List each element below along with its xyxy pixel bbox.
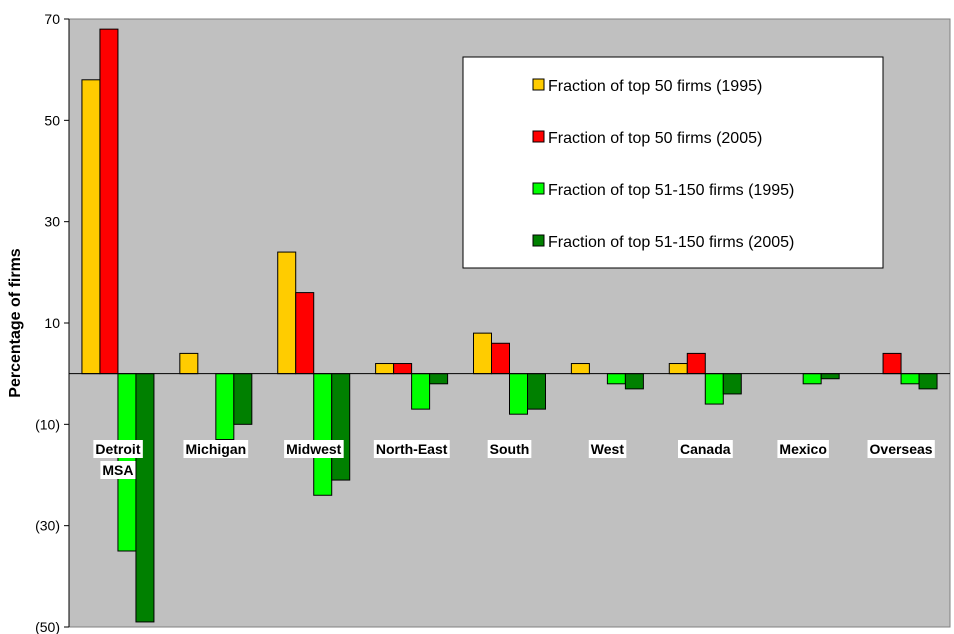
legend-swatch — [532, 234, 545, 247]
category-label: Canada — [677, 440, 733, 458]
bar — [81, 79, 101, 375]
y-tick-label: (30) — [35, 518, 60, 534]
bar — [393, 363, 413, 375]
bar — [99, 28, 119, 375]
category-label-text: Detroit — [95, 441, 140, 457]
category-label-background — [100, 461, 136, 479]
bar — [277, 251, 297, 375]
bar — [473, 332, 492, 375]
category-label-text: Canada — [680, 441, 731, 457]
bar — [491, 342, 510, 375]
category-label-background — [373, 440, 450, 458]
bar — [233, 373, 253, 425]
bar — [802, 373, 822, 385]
y-tick-label: 70 — [44, 11, 60, 27]
category-label-background — [777, 440, 829, 458]
category-label: Mexico — [777, 440, 829, 458]
bar — [527, 373, 546, 410]
category-label-text: Mexico — [779, 441, 826, 457]
category-label-background — [93, 440, 143, 458]
legend-swatch — [532, 130, 545, 143]
bar — [509, 373, 528, 415]
category-label-text: North-East — [376, 441, 448, 457]
legend: Fraction of top 50 firms (1995) Fraction … — [462, 56, 884, 269]
bar — [900, 373, 920, 385]
y-tick-label: 30 — [44, 214, 60, 230]
bar — [179, 352, 199, 375]
bar — [375, 363, 395, 375]
bar — [331, 373, 351, 481]
bar — [686, 352, 706, 375]
bar — [882, 352, 902, 375]
y-axis-label: Percentage of firms — [7, 248, 24, 397]
bar — [722, 373, 742, 395]
category-label-text: MSA — [102, 462, 133, 478]
category-label-background — [677, 440, 733, 458]
bar — [668, 363, 688, 375]
bars-layer — [81, 28, 938, 623]
bar — [570, 363, 590, 375]
category-label-background — [867, 440, 935, 458]
category-label: South — [487, 440, 532, 458]
legend-label: Fraction of top 51-150 firms (1995) — [548, 182, 794, 199]
bar — [606, 373, 626, 385]
category-label-background — [487, 440, 532, 458]
legend-swatch — [532, 182, 545, 195]
bar — [918, 373, 938, 390]
y-tick-label: 10 — [44, 315, 60, 331]
legend-box — [462, 56, 884, 269]
legend-items: Fraction of top 50 firms (1995) Fraction … — [532, 78, 794, 251]
y-ticks: 70 50 30 10 (10) (30) (50) — [35, 11, 69, 634]
legend-label: Fraction of top 50 firms (1995) — [548, 78, 762, 95]
bar — [295, 292, 315, 375]
category-labels: Detroit MSA Michigan Midwest North-East South… — [93, 440, 935, 479]
legend-label: Fraction of top 50 firms (2005) — [548, 130, 762, 147]
y-tick-label: (50) — [35, 619, 60, 634]
category-label-text: Michigan — [185, 441, 246, 457]
bar — [313, 373, 333, 496]
category-label: Midwest — [284, 440, 344, 458]
category-label: Michigan — [183, 440, 249, 458]
bar — [820, 373, 840, 380]
category-label-text: Overseas — [870, 441, 933, 457]
bar — [624, 373, 644, 390]
category-label-text: Midwest — [286, 441, 342, 457]
category-label-background — [284, 440, 344, 458]
bar — [704, 373, 724, 405]
category-label-background — [183, 440, 249, 458]
bar — [135, 373, 155, 623]
y-tick-label: 50 — [44, 112, 60, 128]
bar — [429, 373, 449, 385]
legend-label: Fraction of top 51-150 firms (2005) — [548, 234, 794, 251]
category-label: West — [588, 440, 627, 458]
bar — [411, 373, 431, 410]
category-label-text: South — [490, 441, 530, 457]
category-label: Detroit MSA — [93, 440, 143, 479]
y-tick-label: (10) — [35, 416, 60, 432]
category-label-background — [588, 440, 627, 458]
legend-swatch — [532, 78, 545, 91]
category-label-text: West — [591, 441, 625, 457]
category-label: Overseas — [867, 440, 935, 458]
bar — [215, 373, 235, 441]
category-label: North-East — [373, 440, 450, 458]
